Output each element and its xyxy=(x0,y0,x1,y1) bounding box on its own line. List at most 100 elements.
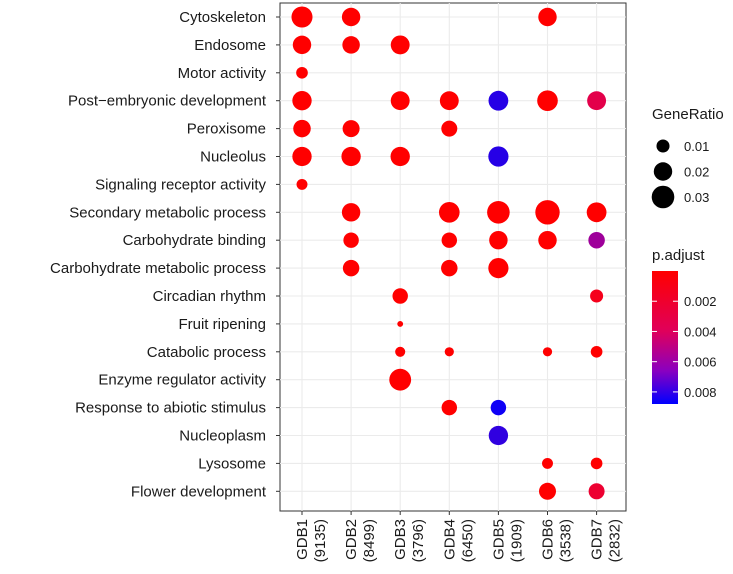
point-gdb6-secondary-metabolic-process xyxy=(535,200,560,225)
point-gdb6-catabolic-process xyxy=(542,347,553,357)
point-gdb2-cytoskeleton xyxy=(341,7,361,27)
x-label-count-gdb6: (3538) xyxy=(558,519,575,562)
y-label-circadian-rhythm: Circadian rhythm xyxy=(153,288,266,305)
point-gdb4-secondary-metabolic-process xyxy=(438,201,460,223)
point-gdb5-secondary-metabolic-process xyxy=(487,201,510,224)
size-legend-key xyxy=(653,162,673,181)
point-gdb1-nucleolus xyxy=(292,146,312,167)
color-legend: p.adjust 0.002 0.004 0.006 0.008 xyxy=(652,247,717,404)
x-label-count-gdb1: (9135) xyxy=(312,519,329,562)
x-label-count-gdb3: (3796) xyxy=(410,519,427,562)
point-gdb5-post-embryonic-development xyxy=(488,90,509,111)
color-legend-title: p.adjust xyxy=(652,247,705,264)
y-label-nucleolus: Nucleolus xyxy=(200,149,266,166)
point-gdb4-response-to-abiotic-stimulus xyxy=(441,399,458,416)
x-label-gdb7: GDB7 xyxy=(589,519,606,560)
y-label-nucleoplasm: Nucleoplasm xyxy=(179,428,266,445)
point-gdb7-circadian-rhythm xyxy=(590,289,604,303)
point-gdb3-fruit-ripening xyxy=(397,320,404,327)
y-label-response-to-abiotic-stimulus: Response to abiotic stimulus xyxy=(75,400,266,417)
point-gdb4-peroxisome xyxy=(441,120,458,137)
x-axis-labels: GDB1 (9135) GDB2 (8499) GDB3 (3796) GDB4 (6450)… xyxy=(294,511,624,562)
point-gdb6-lysosome xyxy=(542,457,553,469)
y-label-carbohydrate-binding: Carbohydrate binding xyxy=(123,232,266,249)
point-gdb5-carbohydrate-metabolic-process xyxy=(488,258,509,279)
y-label-flower-development: Flower development xyxy=(131,483,267,500)
point-gdb6-flower-development xyxy=(539,482,556,500)
point-gdb1-signaling-receptor-activity xyxy=(296,178,308,190)
point-gdb7-flower-development xyxy=(588,483,605,500)
point-gdb7-post-embryonic-development xyxy=(587,91,607,111)
color-legend-label: 0.004 xyxy=(684,324,717,339)
size-legend-title: GeneRatio xyxy=(652,106,724,123)
size-legend-label: 0.01 xyxy=(684,139,709,154)
x-label-gdb4: GDB4 xyxy=(441,519,458,560)
point-gdb3-endosome xyxy=(390,35,410,55)
point-gdb3-nucleolus xyxy=(390,146,410,167)
point-gdb1-peroxisome xyxy=(293,119,311,138)
color-legend-bar xyxy=(652,271,678,404)
point-gdb1-endosome xyxy=(292,35,312,55)
x-label-gdb2: GDB2 xyxy=(343,519,360,560)
x-label-gdb6: GDB6 xyxy=(540,519,557,560)
point-gdb5-nucleolus xyxy=(488,146,509,167)
size-legend: GeneRatio 0.01 0.02 0.03 xyxy=(651,106,724,209)
point-gdb1-cytoskeleton xyxy=(291,6,313,28)
y-label-lysosome: Lysosome xyxy=(198,455,266,472)
plot-panel xyxy=(279,2,627,512)
point-gdb7-catabolic-process xyxy=(590,345,603,358)
y-label-cytoskeleton: Cytoskeleton xyxy=(179,9,266,26)
y-label-motor-activity: Motor activity xyxy=(178,65,267,82)
y-label-post-embryonic-development: Post−embryonic development xyxy=(68,93,267,110)
point-gdb1-post-embryonic-development xyxy=(292,91,312,111)
size-legend-key xyxy=(651,185,675,209)
point-gdb4-catabolic-process xyxy=(444,347,454,357)
point-gdb2-nucleolus xyxy=(341,146,361,167)
point-gdb6-carbohydrate-binding xyxy=(538,230,557,250)
point-gdb3-catabolic-process xyxy=(395,346,406,357)
color-legend-label: 0.002 xyxy=(684,294,717,309)
point-gdb5-carbohydrate-binding xyxy=(489,230,508,250)
y-label-endosome: Endosome xyxy=(194,37,266,54)
point-gdb2-carbohydrate-metabolic-process xyxy=(342,259,360,277)
color-legend-label: 0.008 xyxy=(684,385,717,400)
y-label-fruit-ripening: Fruit ripening xyxy=(178,316,266,333)
x-label-count-gdb5: (1909) xyxy=(508,519,525,562)
y-label-carbohydrate-metabolic-process: Carbohydrate metabolic process xyxy=(50,260,266,277)
point-gdb2-endosome xyxy=(342,36,360,54)
point-gdb6-post-embryonic-development xyxy=(537,90,558,112)
point-gdb4-post-embryonic-development xyxy=(439,91,459,111)
point-gdb2-carbohydrate-binding xyxy=(343,232,359,248)
point-gdb6-cytoskeleton xyxy=(538,7,557,27)
point-gdb7-carbohydrate-binding xyxy=(588,231,605,249)
x-label-count-gdb4: (6450) xyxy=(459,519,476,562)
point-gdb2-secondary-metabolic-process xyxy=(341,203,361,222)
point-gdb5-nucleoplasm xyxy=(488,425,509,446)
size-legend-label: 0.03 xyxy=(684,190,709,205)
point-gdb3-enzyme-regulator-activity xyxy=(389,368,412,391)
points-layer xyxy=(291,6,607,500)
y-label-catabolic-process: Catabolic process xyxy=(147,344,266,361)
size-legend-label: 0.02 xyxy=(684,165,709,180)
point-gdb1-motor-activity xyxy=(296,66,308,79)
x-label-count-gdb7: (2832) xyxy=(607,519,624,562)
y-label-secondary-metabolic-process: Secondary metabolic process xyxy=(69,204,266,221)
x-label-count-gdb2: (8499) xyxy=(361,519,378,562)
point-gdb7-secondary-metabolic-process xyxy=(586,202,607,223)
x-label-gdb3: GDB3 xyxy=(392,519,409,560)
point-gdb7-lysosome xyxy=(590,457,603,470)
size-legend-key xyxy=(656,139,670,153)
y-axis-labels: Cytoskeleton Endosome Motor activity Post−e… xyxy=(50,9,280,500)
point-gdb3-circadian-rhythm xyxy=(392,288,408,304)
color-legend-label: 0.006 xyxy=(684,355,717,370)
x-label-gdb1: GDB1 xyxy=(294,519,311,560)
y-label-signaling-receptor-activity: Signaling receptor activity xyxy=(95,176,266,193)
point-gdb2-peroxisome xyxy=(342,120,360,138)
x-label-gdb5: GDB5 xyxy=(490,519,507,560)
point-gdb3-post-embryonic-development xyxy=(390,91,410,111)
y-label-peroxisome: Peroxisome xyxy=(187,121,266,138)
point-gdb4-carbohydrate-metabolic-process xyxy=(441,259,458,277)
point-gdb4-carbohydrate-binding xyxy=(441,232,458,248)
point-gdb5-response-to-abiotic-stimulus xyxy=(490,399,507,416)
